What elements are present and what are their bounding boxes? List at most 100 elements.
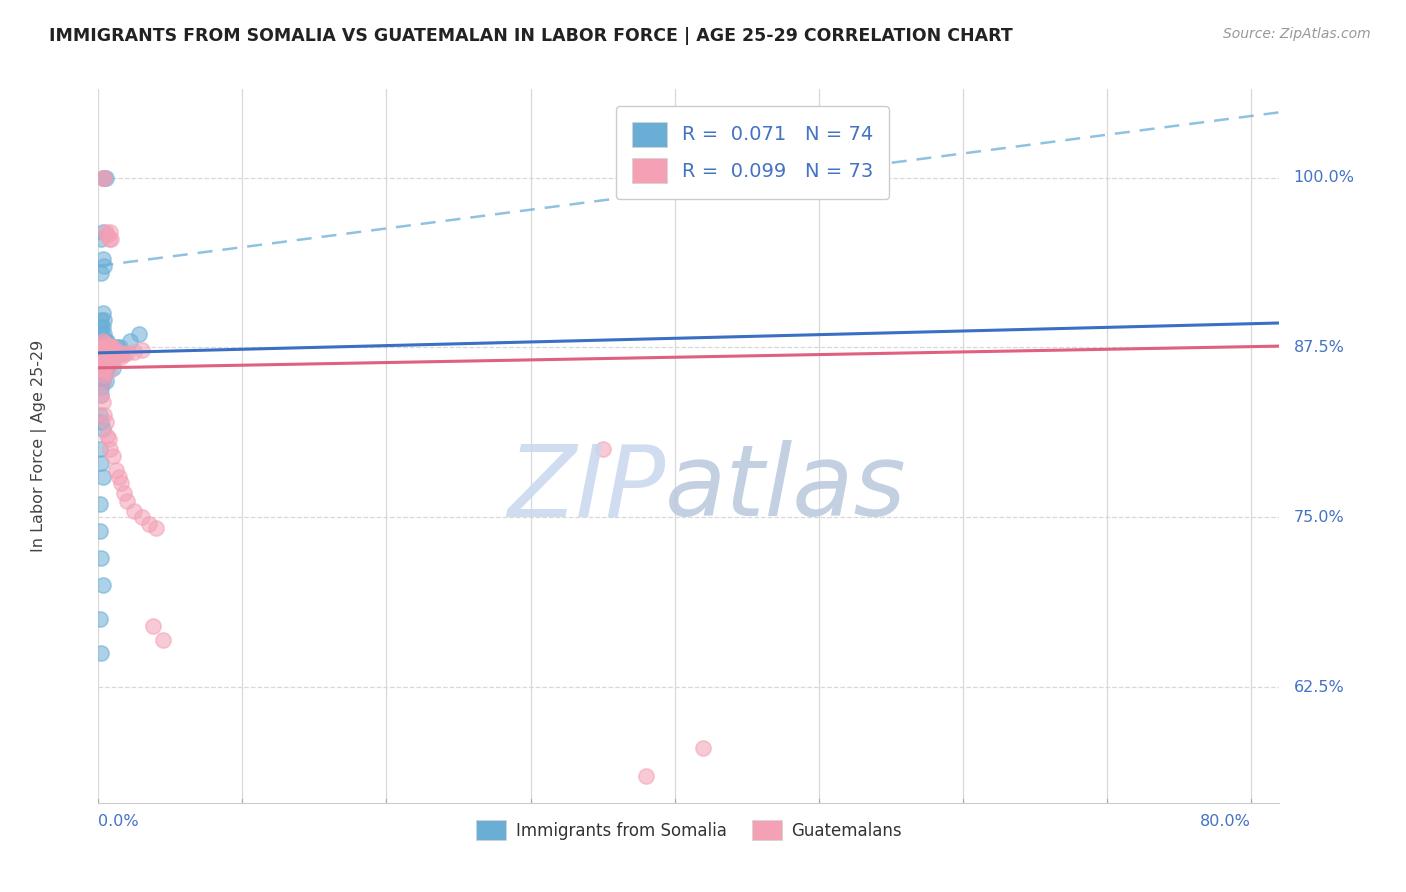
Point <box>90 266 112 280</box>
Point <box>124 503 146 517</box>
Point <box>90 360 112 375</box>
Point <box>89 354 111 368</box>
Point <box>97 354 120 368</box>
Point <box>124 344 146 359</box>
Point <box>103 341 125 355</box>
Point <box>91 354 114 368</box>
Text: atlas: atlas <box>665 441 907 537</box>
Point <box>91 422 114 436</box>
Point <box>91 334 114 348</box>
Point <box>152 632 174 647</box>
Point <box>89 524 111 538</box>
Point <box>91 368 114 382</box>
Point <box>103 347 125 361</box>
Point <box>91 170 114 185</box>
Point <box>101 449 124 463</box>
Point <box>94 354 117 368</box>
Point <box>89 497 111 511</box>
Point <box>107 344 129 359</box>
Point <box>93 368 115 382</box>
Point <box>104 350 127 364</box>
Point <box>90 313 112 327</box>
Point <box>96 341 118 355</box>
Point <box>93 354 115 368</box>
Point <box>93 354 115 368</box>
Point <box>90 326 112 341</box>
Point <box>91 375 114 389</box>
Point <box>101 350 124 364</box>
Point <box>91 170 114 185</box>
Point <box>91 469 114 483</box>
Point <box>90 354 112 368</box>
Point <box>115 346 138 360</box>
Point <box>110 347 132 361</box>
Point <box>90 381 112 395</box>
Point <box>142 619 165 633</box>
Point <box>89 368 111 382</box>
Point <box>90 347 112 361</box>
Point <box>112 486 135 500</box>
Point <box>104 347 127 361</box>
Point <box>93 336 115 351</box>
Point <box>90 646 112 660</box>
Point <box>90 375 112 389</box>
Point <box>97 339 120 353</box>
Text: 100.0%: 100.0% <box>1294 170 1354 185</box>
Legend: Immigrants from Somalia, Guatemalans: Immigrants from Somalia, Guatemalans <box>467 812 911 848</box>
Point <box>90 360 112 375</box>
Point <box>93 170 115 185</box>
Point <box>98 347 121 361</box>
Point <box>634 769 657 783</box>
Point <box>93 259 115 273</box>
Point <box>97 354 120 368</box>
Point <box>91 320 114 334</box>
Point <box>91 341 114 355</box>
Point <box>120 334 142 348</box>
Point <box>96 429 118 443</box>
Point <box>94 225 117 239</box>
Point <box>91 252 114 266</box>
Text: Source: ZipAtlas.com: Source: ZipAtlas.com <box>1223 27 1371 41</box>
Point <box>93 344 115 359</box>
Point <box>96 334 118 348</box>
Text: ZIP: ZIP <box>508 441 665 537</box>
Point <box>91 306 114 320</box>
Point <box>89 347 111 361</box>
Point <box>128 326 150 341</box>
Point <box>107 347 129 361</box>
Point <box>97 232 120 246</box>
Point <box>91 354 114 368</box>
Point <box>98 442 121 457</box>
Point <box>93 363 115 377</box>
Point <box>90 320 112 334</box>
Point <box>98 341 121 355</box>
Point <box>98 354 121 368</box>
Point <box>110 350 132 364</box>
Point <box>91 375 114 389</box>
Point <box>112 347 135 361</box>
Point <box>105 347 128 361</box>
Point <box>138 517 160 532</box>
Point <box>90 388 112 402</box>
Point <box>91 334 114 348</box>
Point <box>96 347 118 361</box>
Point <box>94 347 117 361</box>
Point <box>94 339 117 353</box>
Point <box>107 469 129 483</box>
Point <box>90 232 112 246</box>
Text: IMMIGRANTS FROM SOMALIA VS GUATEMALAN IN LABOR FORCE | AGE 25-29 CORRELATION CHA: IMMIGRANTS FROM SOMALIA VS GUATEMALAN IN… <box>49 27 1012 45</box>
Point <box>97 341 120 355</box>
Text: 0.0%: 0.0% <box>98 814 139 829</box>
Text: In Labor Force | Age 25-29: In Labor Force | Age 25-29 <box>31 340 48 552</box>
Point <box>90 456 112 470</box>
Point <box>90 415 112 429</box>
Point <box>90 551 112 566</box>
Point <box>108 341 131 355</box>
Point <box>91 368 114 382</box>
Point <box>89 360 111 375</box>
Point <box>94 415 117 429</box>
Point <box>90 388 112 402</box>
Point <box>100 341 122 355</box>
Point <box>91 341 114 355</box>
Point <box>90 368 112 382</box>
